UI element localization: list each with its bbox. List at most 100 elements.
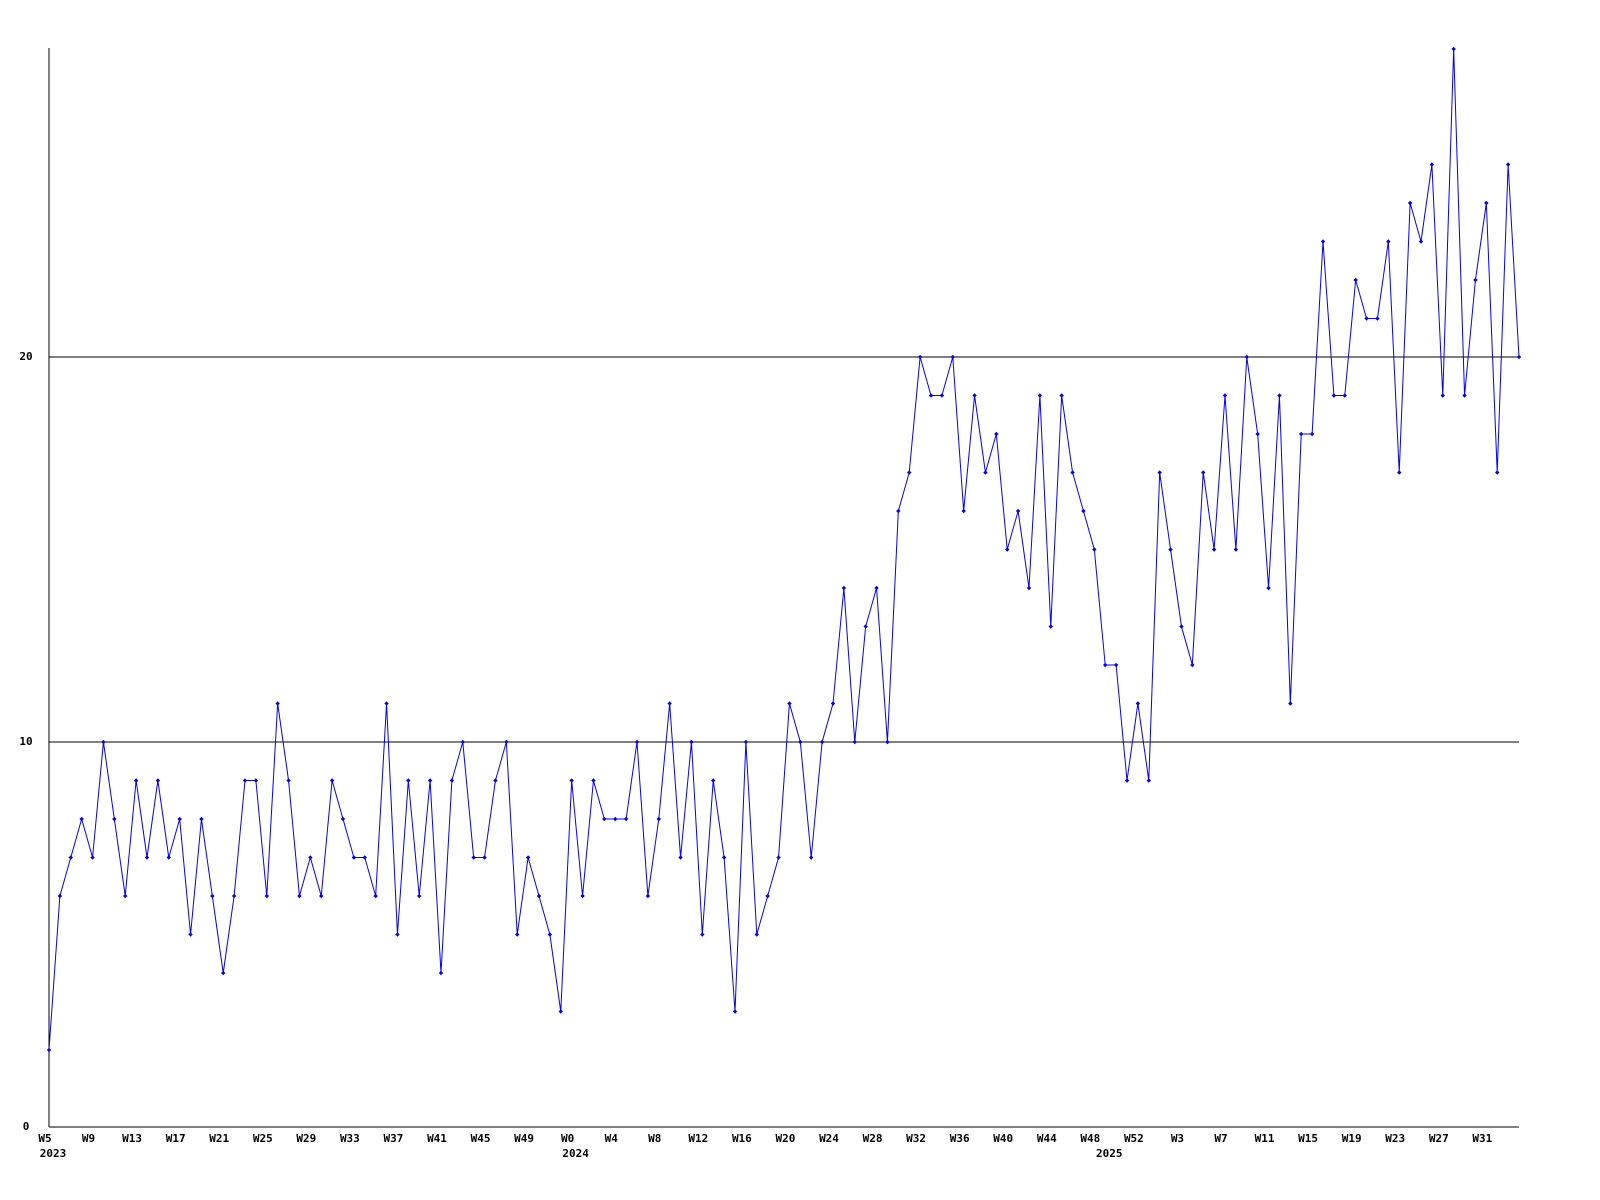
data-point [1124,778,1130,783]
data-point [1418,239,1424,244]
data-point [362,855,367,860]
data-point [253,778,259,783]
data-point [994,431,999,437]
data-point [112,816,117,822]
data-point [155,778,161,783]
data-point [221,970,226,976]
x-tick-label: W16 [732,1132,752,1145]
data-point [711,778,716,783]
data-point [1222,393,1228,398]
data-point [1233,547,1239,552]
data-point [536,893,542,899]
x-tick-label: W45 [471,1132,491,1145]
data-point [308,855,313,860]
data-point [329,778,335,783]
data-point [721,855,727,860]
data-point [1255,431,1260,437]
x-tick-label: W17 [166,1132,186,1145]
data-point [1473,277,1478,283]
data-point [406,778,411,783]
data-point [885,739,890,745]
data-point [1081,508,1086,514]
data-point [830,701,836,706]
data-point [896,508,901,514]
x-tick-label: W48 [1080,1132,1100,1145]
x-tick-label: W29 [296,1132,316,1145]
data-point [1342,393,1347,398]
data-point [471,855,476,860]
data-point [504,739,509,745]
data-point [449,778,455,783]
data-point [634,739,640,745]
data-point [972,393,977,398]
data-point [928,393,934,398]
data-point [819,739,825,745]
data-point [68,855,73,860]
data-point [602,816,607,822]
data-point [1375,316,1380,321]
x-year-label: 2023 [40,1147,67,1160]
x-tick-label: W7 [1214,1132,1227,1145]
data-point [319,893,324,899]
data-point [776,855,781,860]
data-point [1211,547,1217,552]
data-point [1037,393,1043,398]
data-point [1048,624,1053,629]
data-point [1429,162,1435,167]
data-point [427,778,433,783]
x-tick-label: W27 [1429,1132,1449,1145]
data-point [863,624,868,629]
x-tick-label: W3 [1171,1132,1184,1145]
data-point [754,932,759,937]
y-tick-label: 0 [23,1120,30,1133]
data-point [57,893,63,899]
x-tick-label: W5 [38,1132,51,1145]
data-point [874,585,879,591]
data-point [79,816,84,822]
data-point [1266,585,1271,591]
data-point [1113,662,1119,668]
x-tick-label: W21 [209,1132,229,1145]
data-point [1299,431,1304,437]
data-point [1157,470,1162,475]
x-tick-label: W19 [1342,1132,1362,1145]
data-point [144,855,150,860]
data-point [1059,393,1064,398]
data-point [1320,239,1326,244]
data-point [809,855,814,860]
data-point [242,778,248,783]
x-tick-label: W0 [561,1132,574,1145]
x-tick-label: W25 [253,1132,273,1145]
data-point [493,778,498,783]
x-tick-label: W20 [776,1132,796,1145]
data-point [1179,624,1184,629]
data-point [645,893,651,899]
data-point [939,393,945,398]
data-point [210,893,215,899]
x-tick-label: W37 [384,1132,404,1145]
data-point [1244,354,1249,360]
data-point [188,932,193,937]
data-point [1190,662,1195,668]
data-point [1331,393,1337,398]
data-point [743,739,749,745]
data-point [395,932,400,937]
data-point [1146,778,1151,783]
data-point [351,855,357,860]
data-point [1168,547,1173,552]
data-point [1484,200,1489,206]
data-point [547,932,553,937]
x-tick-label: W15 [1298,1132,1318,1145]
x-year-label: 2024 [562,1147,589,1160]
x-year-label: 2025 [1096,1147,1123,1160]
data-point [1015,508,1021,514]
data-point [678,855,683,860]
data-point [460,739,465,745]
data-point [1505,162,1511,167]
data-point [907,470,912,475]
data-point [1495,470,1500,475]
data-point [1407,200,1413,206]
data-point [199,816,204,822]
x-tick-label: W13 [122,1132,142,1145]
x-tick-label: W4 [605,1132,619,1145]
